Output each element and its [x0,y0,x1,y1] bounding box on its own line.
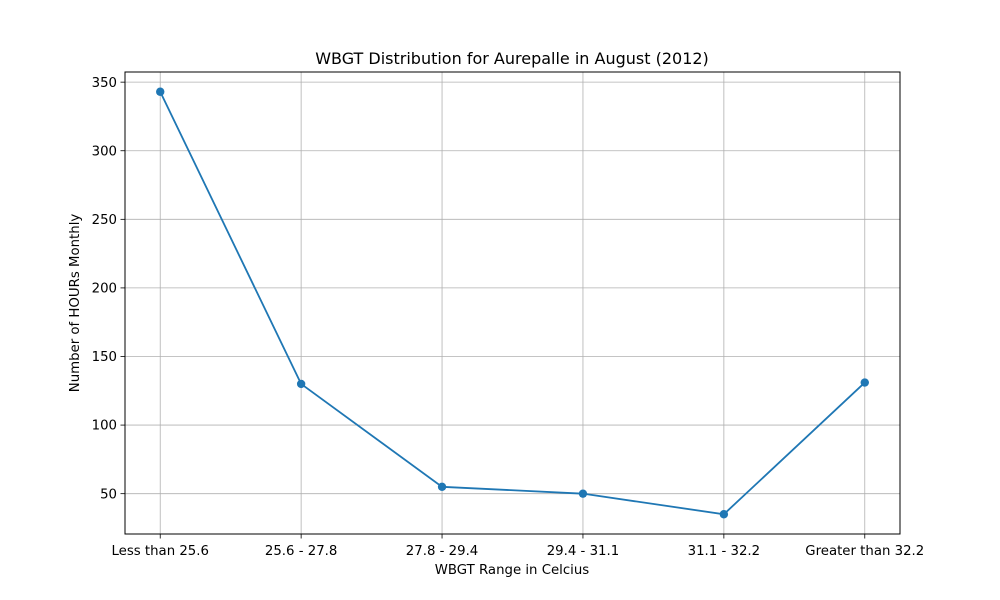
x-axis-ticks: Less than 25.6 25.6 - 27.8 27.8 - 29.4 29.4… [111,534,924,559]
y-tick-label: 350 [92,76,117,91]
series-line [159,91,866,516]
data-point [437,482,447,492]
x-tick-label: 27.8 - 29.4 [406,544,478,559]
series [156,87,869,519]
x-tick-label: 31.1 - 32.2 [688,544,760,559]
x-tick-label: Less than 25.6 [111,544,209,559]
y-axis-ticks: 50 100 150 200 250 300 350 [92,76,125,502]
y-tick-label: 50 [100,487,117,502]
data-point [860,378,869,387]
x-tick-label: 25.6 - 27.8 [265,544,337,559]
y-tick-label: 150 [92,350,117,365]
plot-area-frame [124,71,901,535]
data-point [578,489,588,498]
y-axis-title: Number of HOURs Monthly [68,214,83,393]
data-point [719,510,729,519]
y-tick-label: 200 [92,282,117,297]
y-tick-label: 100 [92,419,117,434]
x-axis-title: WBGT Range in Celcius [435,563,590,578]
x-tick-label: 29.4 - 31.1 [547,544,619,559]
y-tick-label: 250 [92,213,117,228]
chart-title: WBGT Distribution for Aurepalle in Augus… [315,49,709,68]
grid [125,72,900,534]
y-tick-label: 300 [92,144,117,159]
x-tick-label: Greater than 32.2 [805,544,924,559]
data-point [156,87,165,96]
data-point [296,379,306,389]
